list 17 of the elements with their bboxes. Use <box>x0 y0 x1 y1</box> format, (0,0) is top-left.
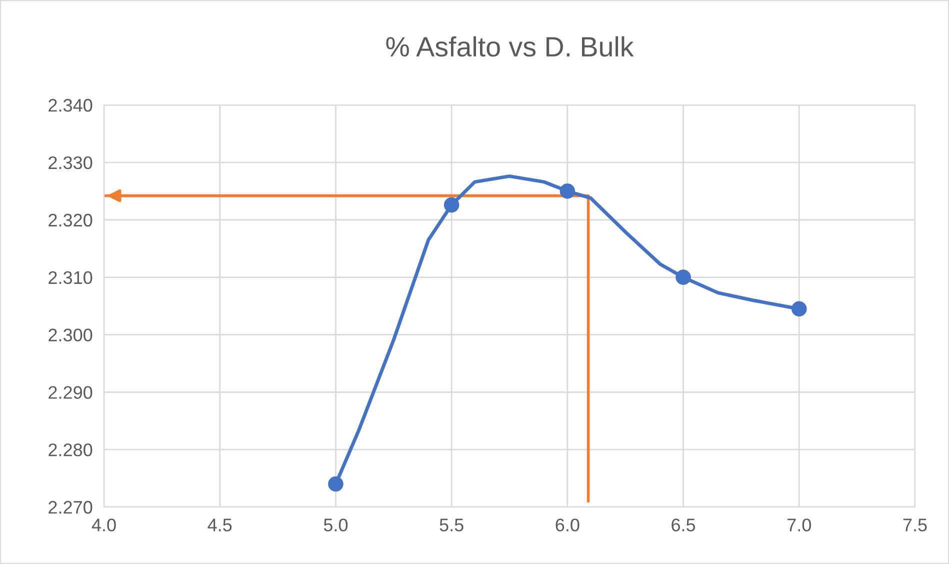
x-tick-label: 5.5 <box>440 518 464 532</box>
y-tick-label: 2.330 <box>48 156 92 170</box>
x-tick-label: 5.0 <box>324 518 348 532</box>
y-tick-label: 2.270 <box>48 500 92 514</box>
y-tick-label: 2.320 <box>48 214 92 227</box>
y-tick-label: 2.340 <box>48 98 92 112</box>
x-tick-label: 6.0 <box>556 518 580 532</box>
y-tick-label: 2.280 <box>48 444 92 456</box>
x-tick-label: 4.5 <box>208 518 232 532</box>
y-tick-label: 2.310 <box>48 271 92 284</box>
chart-title: % Asfalto vs D. Bulk <box>386 36 634 57</box>
x-tick-label: 4.0 <box>92 518 116 532</box>
y-tick-label: 2.300 <box>48 328 92 342</box>
x-tick-label: 7.0 <box>788 518 811 532</box>
x-tick-label: 7.5 <box>903 518 927 532</box>
y-tick-label: 2.290 <box>48 386 92 399</box>
x-tick-label: 6.5 <box>672 518 696 532</box>
